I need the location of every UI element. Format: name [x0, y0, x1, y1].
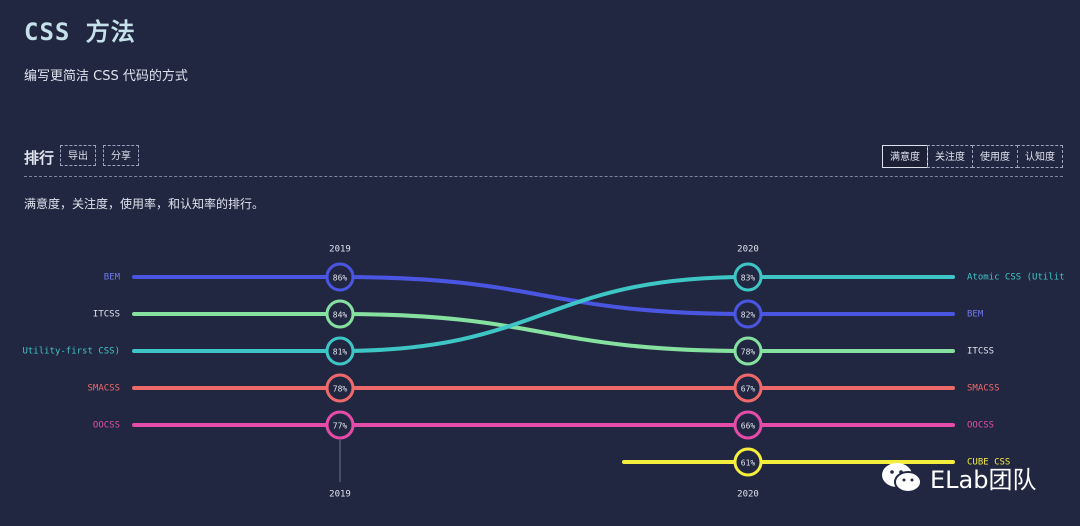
data-point: [733, 447, 763, 477]
series-line: [132, 275, 955, 316]
series-label-right: Atomic CSS (Utilit: [967, 273, 1065, 283]
x-tick-label-bottom: 2019: [329, 490, 351, 500]
data-point: [733, 299, 763, 329]
data-label: 84%: [333, 311, 348, 320]
series-label-left: ITCSS: [93, 310, 120, 320]
data-label: 77%: [333, 422, 348, 431]
data-point: [325, 373, 355, 403]
series-label-left: Utility-first CSS): [22, 347, 120, 357]
page-title: CSS 方法: [24, 18, 136, 46]
section-divider: [24, 176, 1063, 177]
data-label: 86%: [333, 274, 348, 283]
section-description: 满意度，关注度，使用率，和认知率的排行。: [24, 197, 265, 211]
data-point: [325, 299, 355, 329]
series-label-right: OOCSS: [967, 421, 994, 431]
tab-awareness[interactable]: 认知度: [1017, 145, 1063, 168]
wechat-icon: [882, 462, 922, 493]
series-label-right: BEM: [967, 310, 984, 320]
data-label: 82%: [741, 311, 756, 320]
data-point: [733, 262, 763, 292]
metric-tabs: 满意度 关注度 使用度 认知度: [882, 145, 1063, 168]
section-title: 排行: [24, 149, 55, 167]
x-tick-label-top: 2019: [329, 245, 351, 255]
series-label-left: OOCSS: [93, 421, 120, 431]
data-label: 66%: [741, 422, 756, 431]
data-point: [325, 262, 355, 292]
share-button[interactable]: 分享: [103, 145, 139, 166]
page-subtitle: 编写更简洁 CSS 代码的方式: [24, 69, 188, 84]
data-label: 78%: [333, 385, 348, 394]
export-button[interactable]: 导出: [60, 145, 96, 166]
watermark-text: ELab团队: [930, 466, 1037, 494]
series-label-right: CUBE CSS: [967, 458, 1010, 468]
series-label-right: SMACSS: [967, 384, 1000, 394]
data-label: 61%: [741, 459, 756, 468]
series-line: [132, 312, 955, 353]
x-tick-label-top: 2020: [737, 245, 759, 255]
data-label: 67%: [741, 385, 756, 394]
data-label: 81%: [333, 348, 348, 357]
series-label-left: SMACSS: [87, 384, 120, 394]
data-label: 78%: [741, 348, 756, 357]
data-point: [733, 336, 763, 366]
data-point: [325, 336, 355, 366]
x-tick-label-bottom: 2020: [737, 490, 759, 500]
tab-satisfaction[interactable]: 满意度: [882, 145, 928, 168]
data-point: [733, 410, 763, 440]
watermark: ELab团队: [880, 460, 1036, 495]
series-label-right: ITCSS: [967, 347, 994, 357]
series-label-left: BEM: [104, 273, 121, 283]
data-point: [733, 373, 763, 403]
series-line: [132, 275, 955, 353]
data-point: [325, 410, 355, 440]
data-label: 83%: [741, 274, 756, 283]
